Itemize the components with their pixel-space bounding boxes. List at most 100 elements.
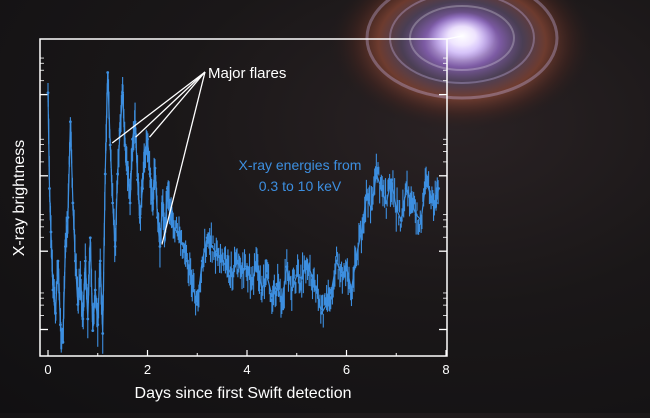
data-point xyxy=(290,288,294,292)
flare-pointer-lines xyxy=(111,35,463,245)
data-point xyxy=(437,187,440,190)
data-point xyxy=(61,340,65,344)
data-point xyxy=(305,259,309,263)
x-tick-label: 6 xyxy=(343,362,350,377)
series-layer xyxy=(46,71,440,354)
data-point xyxy=(260,288,264,292)
data-point xyxy=(54,311,57,315)
data-point xyxy=(49,230,53,234)
flare-pointer xyxy=(161,71,206,245)
data-point xyxy=(180,242,184,246)
data-point xyxy=(285,265,289,269)
data-point xyxy=(360,230,363,234)
data-point xyxy=(106,71,110,74)
data-point xyxy=(255,259,259,263)
data-point xyxy=(128,201,132,205)
data-point xyxy=(245,265,249,269)
data-point xyxy=(200,259,204,263)
data-point xyxy=(379,187,383,190)
data-point xyxy=(280,303,284,306)
data-point xyxy=(310,274,314,277)
data-point xyxy=(64,245,67,248)
data-point xyxy=(355,253,358,257)
data-point xyxy=(424,178,428,182)
data-point xyxy=(108,143,112,147)
disk-leader-line xyxy=(446,35,463,40)
data-point xyxy=(103,172,107,176)
flare-pointer xyxy=(135,71,206,138)
data-point xyxy=(96,323,100,327)
data-point xyxy=(158,245,162,248)
data-point xyxy=(123,143,127,147)
flare-pointer xyxy=(111,71,206,144)
data-point xyxy=(111,201,115,205)
y-axis-ticks xyxy=(40,57,447,331)
data-point xyxy=(148,172,152,176)
data-point xyxy=(143,149,147,153)
data-point xyxy=(56,259,60,263)
data-point xyxy=(138,216,142,219)
data-point xyxy=(190,282,194,286)
data-point xyxy=(394,207,398,211)
x-axis-ticks: 0 2 4 6 8 xyxy=(44,350,450,377)
x-tick-label: 2 xyxy=(144,362,151,377)
data-point xyxy=(185,259,189,263)
data-point xyxy=(121,91,125,95)
data-point xyxy=(409,201,413,205)
data-point xyxy=(88,236,92,240)
data-point xyxy=(91,329,95,332)
data-point xyxy=(81,317,85,321)
data-point xyxy=(350,288,353,292)
energy-range-line-1: X-ray energies from xyxy=(239,157,362,173)
data-point xyxy=(166,187,169,190)
data-point xyxy=(404,187,408,190)
data-point xyxy=(295,274,299,277)
data-point xyxy=(369,207,373,211)
data-point xyxy=(48,187,51,190)
energy-range-line-2: 0.3 to 10 keV xyxy=(259,178,342,194)
data-point xyxy=(325,303,328,306)
data-point xyxy=(153,166,157,170)
data-point xyxy=(151,201,154,205)
data-point xyxy=(275,282,279,286)
data-point xyxy=(83,259,87,263)
x-tick-label: 0 xyxy=(44,362,51,377)
data-point xyxy=(146,137,149,141)
data-point xyxy=(46,91,50,95)
data-point xyxy=(113,245,117,248)
data-point xyxy=(429,195,433,199)
data-point xyxy=(118,129,122,132)
data-point xyxy=(215,253,219,257)
light-curve-line xyxy=(47,71,440,343)
data-point xyxy=(170,224,174,228)
data-point xyxy=(320,311,324,315)
data-point xyxy=(399,219,403,222)
data-point xyxy=(51,288,55,292)
plot-frame xyxy=(39,38,448,357)
data-point xyxy=(71,201,75,205)
data-point xyxy=(389,178,393,182)
major-flares-label: Major flares xyxy=(208,65,286,82)
data-point xyxy=(73,259,77,263)
data-point xyxy=(78,274,82,277)
data-point xyxy=(195,303,199,306)
x-axis-title: Days since first Swift detection xyxy=(135,385,352,402)
data-point xyxy=(300,277,304,280)
data-point xyxy=(434,201,438,205)
data-point xyxy=(235,259,239,263)
data-point xyxy=(133,120,137,124)
y-axis-title: X-ray brightness xyxy=(11,140,28,257)
data-point xyxy=(230,274,234,277)
data-point xyxy=(175,230,179,234)
data-point xyxy=(126,172,129,176)
data-point xyxy=(156,216,159,219)
data-point xyxy=(210,245,214,248)
flare-pointer xyxy=(149,71,206,138)
data-point xyxy=(240,271,244,274)
data-point xyxy=(116,172,120,176)
data-point xyxy=(220,259,224,263)
data-point xyxy=(330,288,333,292)
data-point xyxy=(384,201,388,205)
data-point xyxy=(315,288,319,292)
